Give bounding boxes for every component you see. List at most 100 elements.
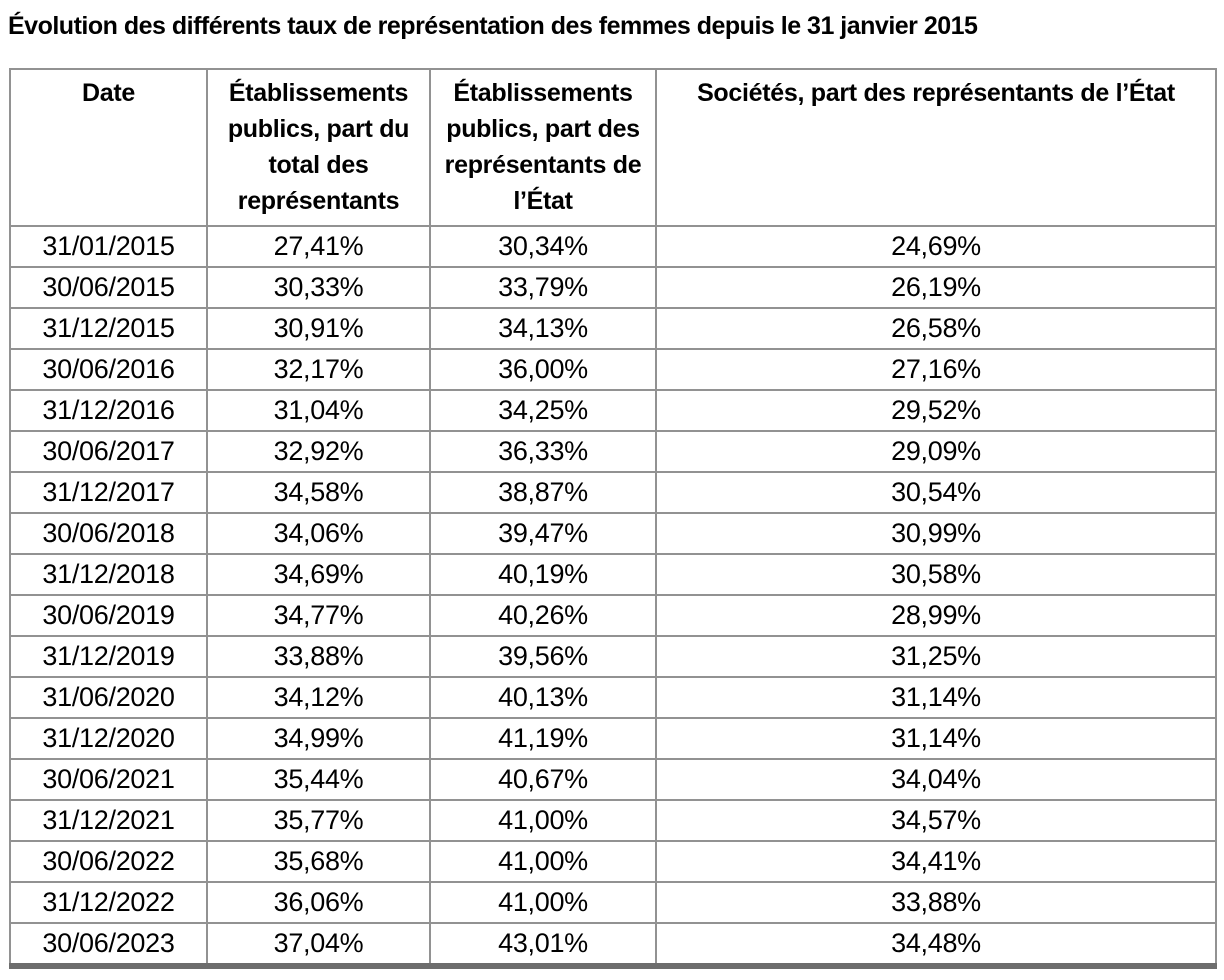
societes-etat-cell: 31,14%: [655, 717, 1217, 760]
etablissements-publics-etat-cell: 30,34%: [429, 225, 657, 268]
etablissements-publics-etat-cell: 41,00%: [429, 799, 657, 842]
etablissements-publics-etat-cell: 40,26%: [429, 594, 657, 637]
societes-etat-cell: 31,14%: [655, 676, 1217, 719]
societes-etat-cell: 34,41%: [655, 840, 1217, 883]
societes-etat-cell: 29,09%: [655, 430, 1217, 473]
etablissements-publics-etat-cell: 36,33%: [429, 430, 657, 473]
date-cell: 31/12/2015: [9, 307, 208, 350]
table-row: 31/12/2015 30,91% 34,13% 26,58%: [9, 307, 1217, 350]
etablissements-publics-total-cell: 34,99%: [206, 717, 431, 760]
etablissements-publics-total-cell: 35,77%: [206, 799, 431, 842]
date-cell: 31/12/2020: [9, 717, 208, 760]
societes-etat-cell: 24,69%: [655, 225, 1217, 268]
table-row: 31/06/2020 34,12% 40,13% 31,14%: [9, 676, 1217, 719]
etablissements-publics-etat-cell: 39,56%: [429, 635, 657, 678]
table-row: 30/06/2016 32,17% 36,00% 27,16%: [9, 348, 1217, 391]
etablissements-publics-total-cell: 32,92%: [206, 430, 431, 473]
etablissements-publics-etat-cell: 40,67%: [429, 758, 657, 801]
societes-etat-cell: 27,16%: [655, 348, 1217, 391]
date-cell: 30/06/2016: [9, 348, 208, 391]
societes-etat-cell: 34,04%: [655, 758, 1217, 801]
table-row: 30/06/2017 32,92% 36,33% 29,09%: [9, 430, 1217, 473]
etablissements-publics-total-cell: 30,33%: [206, 266, 431, 309]
etablissements-publics-etat-cell: 41,00%: [429, 881, 657, 924]
etablissements-publics-etat-cell: 40,19%: [429, 553, 657, 596]
etablissements-publics-total-cell: 34,06%: [206, 512, 431, 555]
etablissements-publics-etat-cell: 41,00%: [429, 840, 657, 883]
etablissements-publics-total-cell: 31,04%: [206, 389, 431, 432]
date-cell: 31/12/2018: [9, 553, 208, 596]
etablissements-publics-total-cell: 34,77%: [206, 594, 431, 637]
etablissements-publics-etat-cell: 33,79%: [429, 266, 657, 309]
table-row: 31/12/2017 34,58% 38,87% 30,54%: [9, 471, 1217, 514]
etablissements-publics-etat-cell: 40,13%: [429, 676, 657, 719]
date-cell: 30/06/2015: [9, 266, 208, 309]
header-date: Date: [9, 68, 208, 227]
table-row: 31/01/2015 27,41% 30,34% 24,69%: [9, 225, 1217, 268]
table-row: 30/06/2021 35,44% 40,67% 34,04%: [9, 758, 1217, 801]
table-row: 31/12/2018 34,69% 40,19% 30,58%: [9, 553, 1217, 596]
header-etablissements-publics-total: Établissements publics, part du total de…: [206, 68, 431, 227]
date-cell: 31/12/2022: [9, 881, 208, 924]
table-row: 30/06/2022 35,68% 41,00% 34,41%: [9, 840, 1217, 883]
table-header: Date Établissements publics, part du tot…: [9, 68, 1217, 227]
etablissements-publics-total-cell: 35,68%: [206, 840, 431, 883]
date-cell: 31/12/2021: [9, 799, 208, 842]
date-cell: 30/06/2021: [9, 758, 208, 801]
societes-etat-cell: 30,99%: [655, 512, 1217, 555]
societes-etat-cell: 26,19%: [655, 266, 1217, 309]
etablissements-publics-total-cell: 36,06%: [206, 881, 431, 924]
date-cell: 31/12/2017: [9, 471, 208, 514]
societes-etat-cell: 33,88%: [655, 881, 1217, 924]
societes-etat-cell: 30,58%: [655, 553, 1217, 596]
etablissements-publics-total-cell: 34,12%: [206, 676, 431, 719]
etablissements-publics-total-cell: 35,44%: [206, 758, 431, 801]
date-cell: 30/06/2023: [9, 922, 208, 969]
etablissements-publics-total-cell: 34,69%: [206, 553, 431, 596]
etablissements-publics-etat-cell: 38,87%: [429, 471, 657, 514]
etablissements-publics-total-cell: 32,17%: [206, 348, 431, 391]
etablissements-publics-total-cell: 37,04%: [206, 922, 431, 969]
societes-etat-cell: 31,25%: [655, 635, 1217, 678]
etablissements-publics-etat-cell: 39,47%: [429, 512, 657, 555]
date-cell: 30/06/2017: [9, 430, 208, 473]
date-cell: 31/12/2019: [9, 635, 208, 678]
table-row: 31/12/2019 33,88% 39,56% 31,25%: [9, 635, 1217, 678]
table-body: 31/01/2015 27,41% 30,34% 24,69% 30/06/2015 30…: [9, 225, 1217, 969]
table-row: 30/06/2018 34,06% 39,47% 30,99%: [9, 512, 1217, 555]
etablissements-publics-etat-cell: 41,19%: [429, 717, 657, 760]
societes-etat-cell: 34,57%: [655, 799, 1217, 842]
etablissements-publics-total-cell: 30,91%: [206, 307, 431, 350]
table-row: 31/12/2020 34,99% 41,19% 31,14%: [9, 717, 1217, 760]
etablissements-publics-etat-cell: 36,00%: [429, 348, 657, 391]
etablissements-publics-total-cell: 34,58%: [206, 471, 431, 514]
etablissements-publics-etat-cell: 43,01%: [429, 922, 657, 969]
date-cell: 30/06/2022: [9, 840, 208, 883]
table-row: 30/06/2019 34,77% 40,26% 28,99%: [9, 594, 1217, 637]
header-societes-etat: Sociétés, part des représentants de l’Ét…: [655, 68, 1217, 227]
header-etablissements-publics-etat: Établissements publics, part des représe…: [429, 68, 657, 227]
date-cell: 31/12/2016: [9, 389, 208, 432]
etablissements-publics-etat-cell: 34,13%: [429, 307, 657, 350]
representation-rates-table: Date Établissements publics, part du tot…: [9, 68, 1217, 969]
page-title: Évolution des différents taux de représe…: [8, 12, 978, 40]
societes-etat-cell: 29,52%: [655, 389, 1217, 432]
societes-etat-cell: 28,99%: [655, 594, 1217, 637]
etablissements-publics-etat-cell: 34,25%: [429, 389, 657, 432]
header-row: Date Établissements publics, part du tot…: [9, 68, 1217, 227]
date-cell: 30/06/2018: [9, 512, 208, 555]
societes-etat-cell: 34,48%: [655, 922, 1217, 969]
date-cell: 31/01/2015: [9, 225, 208, 268]
societes-etat-cell: 26,58%: [655, 307, 1217, 350]
table-row: 31/12/2016 31,04% 34,25% 29,52%: [9, 389, 1217, 432]
date-cell: 31/06/2020: [9, 676, 208, 719]
table-row: 31/12/2022 36,06% 41,00% 33,88%: [9, 881, 1217, 924]
table-row: 30/06/2023 37,04% 43,01% 34,48%: [9, 922, 1217, 969]
etablissements-publics-total-cell: 33,88%: [206, 635, 431, 678]
etablissements-publics-total-cell: 27,41%: [206, 225, 431, 268]
table-row: 30/06/2015 30,33% 33,79% 26,19%: [9, 266, 1217, 309]
date-cell: 30/06/2019: [9, 594, 208, 637]
societes-etat-cell: 30,54%: [655, 471, 1217, 514]
table-row: 31/12/2021 35,77% 41,00% 34,57%: [9, 799, 1217, 842]
